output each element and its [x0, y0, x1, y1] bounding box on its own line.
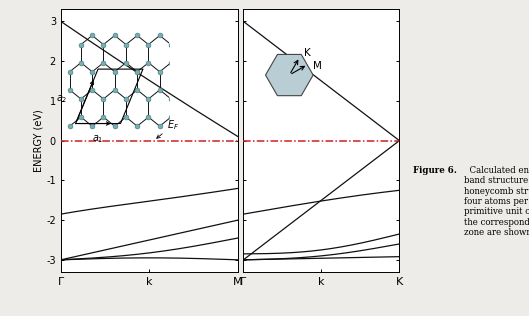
Text: $E_F$: $E_F$ [157, 118, 179, 138]
Text: Calculated energy
band structure of the carbon
honeycomb structure having
four a: Calculated energy band structure of the … [464, 166, 529, 237]
Y-axis label: ENERGY (eV): ENERGY (eV) [33, 109, 43, 172]
Text: Figure 6.: Figure 6. [413, 166, 457, 175]
